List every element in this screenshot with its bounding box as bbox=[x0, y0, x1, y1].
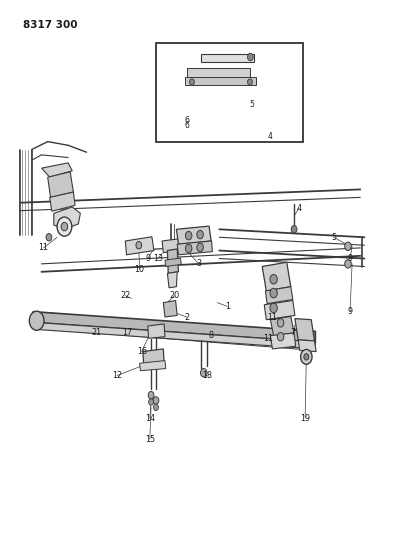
Polygon shape bbox=[143, 349, 164, 366]
Circle shape bbox=[153, 404, 158, 410]
Circle shape bbox=[153, 397, 158, 404]
Circle shape bbox=[136, 241, 142, 249]
Polygon shape bbox=[167, 249, 178, 273]
Circle shape bbox=[196, 243, 203, 252]
Text: 8: 8 bbox=[208, 331, 213, 340]
Polygon shape bbox=[162, 239, 179, 253]
Text: 8317 300: 8317 300 bbox=[23, 20, 77, 30]
Polygon shape bbox=[164, 258, 181, 266]
Circle shape bbox=[269, 274, 276, 284]
Text: 6: 6 bbox=[184, 116, 189, 125]
Text: 5: 5 bbox=[249, 100, 254, 109]
Circle shape bbox=[57, 217, 72, 236]
Text: 11: 11 bbox=[263, 334, 273, 343]
Circle shape bbox=[276, 333, 283, 341]
Circle shape bbox=[61, 222, 67, 231]
Polygon shape bbox=[270, 317, 293, 336]
Circle shape bbox=[185, 231, 191, 240]
Polygon shape bbox=[264, 301, 294, 320]
Polygon shape bbox=[163, 301, 177, 317]
Text: 2: 2 bbox=[184, 312, 189, 321]
Circle shape bbox=[269, 303, 276, 313]
Circle shape bbox=[185, 244, 191, 253]
Circle shape bbox=[247, 79, 252, 85]
Circle shape bbox=[148, 399, 153, 405]
Polygon shape bbox=[177, 241, 212, 255]
Polygon shape bbox=[47, 172, 73, 197]
Text: 15: 15 bbox=[144, 435, 155, 444]
Polygon shape bbox=[184, 77, 256, 85]
Circle shape bbox=[344, 260, 351, 268]
Text: 22: 22 bbox=[120, 291, 130, 300]
Circle shape bbox=[148, 391, 153, 399]
Polygon shape bbox=[167, 272, 177, 288]
Text: 14: 14 bbox=[144, 414, 155, 423]
Circle shape bbox=[300, 350, 311, 365]
Text: 21: 21 bbox=[92, 328, 101, 337]
Polygon shape bbox=[176, 226, 211, 244]
Text: 6: 6 bbox=[184, 121, 189, 130]
Polygon shape bbox=[139, 361, 165, 370]
Text: 19: 19 bbox=[299, 414, 310, 423]
Polygon shape bbox=[41, 163, 72, 177]
Polygon shape bbox=[54, 207, 80, 229]
Polygon shape bbox=[294, 319, 314, 341]
Polygon shape bbox=[265, 287, 292, 304]
Circle shape bbox=[247, 53, 253, 61]
Text: 4: 4 bbox=[267, 132, 272, 141]
Polygon shape bbox=[186, 68, 249, 77]
Circle shape bbox=[196, 230, 203, 239]
Text: 10: 10 bbox=[134, 265, 144, 273]
Text: 4: 4 bbox=[296, 204, 301, 213]
Polygon shape bbox=[147, 324, 164, 338]
Text: 1: 1 bbox=[225, 302, 229, 311]
Polygon shape bbox=[125, 237, 153, 255]
Polygon shape bbox=[262, 262, 290, 291]
Polygon shape bbox=[33, 322, 315, 349]
Circle shape bbox=[189, 79, 194, 85]
Text: 12: 12 bbox=[112, 371, 122, 380]
Circle shape bbox=[200, 368, 207, 377]
Circle shape bbox=[269, 288, 276, 298]
Text: 9: 9 bbox=[145, 254, 150, 263]
Polygon shape bbox=[200, 54, 254, 62]
Text: 9: 9 bbox=[347, 254, 352, 263]
Polygon shape bbox=[49, 192, 75, 211]
Text: 17: 17 bbox=[122, 328, 132, 337]
Text: 9: 9 bbox=[347, 307, 352, 316]
Circle shape bbox=[46, 233, 52, 241]
Text: 11: 11 bbox=[267, 312, 277, 321]
Text: 5: 5 bbox=[330, 233, 335, 242]
Text: 3: 3 bbox=[196, 260, 201, 268]
Text: 20: 20 bbox=[169, 291, 179, 300]
Circle shape bbox=[276, 319, 283, 327]
Text: 13: 13 bbox=[153, 254, 163, 263]
Bar bbox=[155, 43, 302, 142]
Polygon shape bbox=[297, 340, 315, 352]
Circle shape bbox=[29, 311, 44, 330]
Circle shape bbox=[303, 354, 308, 360]
Text: 16: 16 bbox=[136, 347, 146, 356]
Polygon shape bbox=[33, 312, 315, 342]
Circle shape bbox=[344, 242, 351, 251]
Polygon shape bbox=[270, 333, 295, 349]
Text: 11: 11 bbox=[38, 244, 49, 253]
Circle shape bbox=[290, 225, 296, 233]
Text: 7: 7 bbox=[290, 328, 295, 337]
Text: 18: 18 bbox=[202, 371, 211, 380]
